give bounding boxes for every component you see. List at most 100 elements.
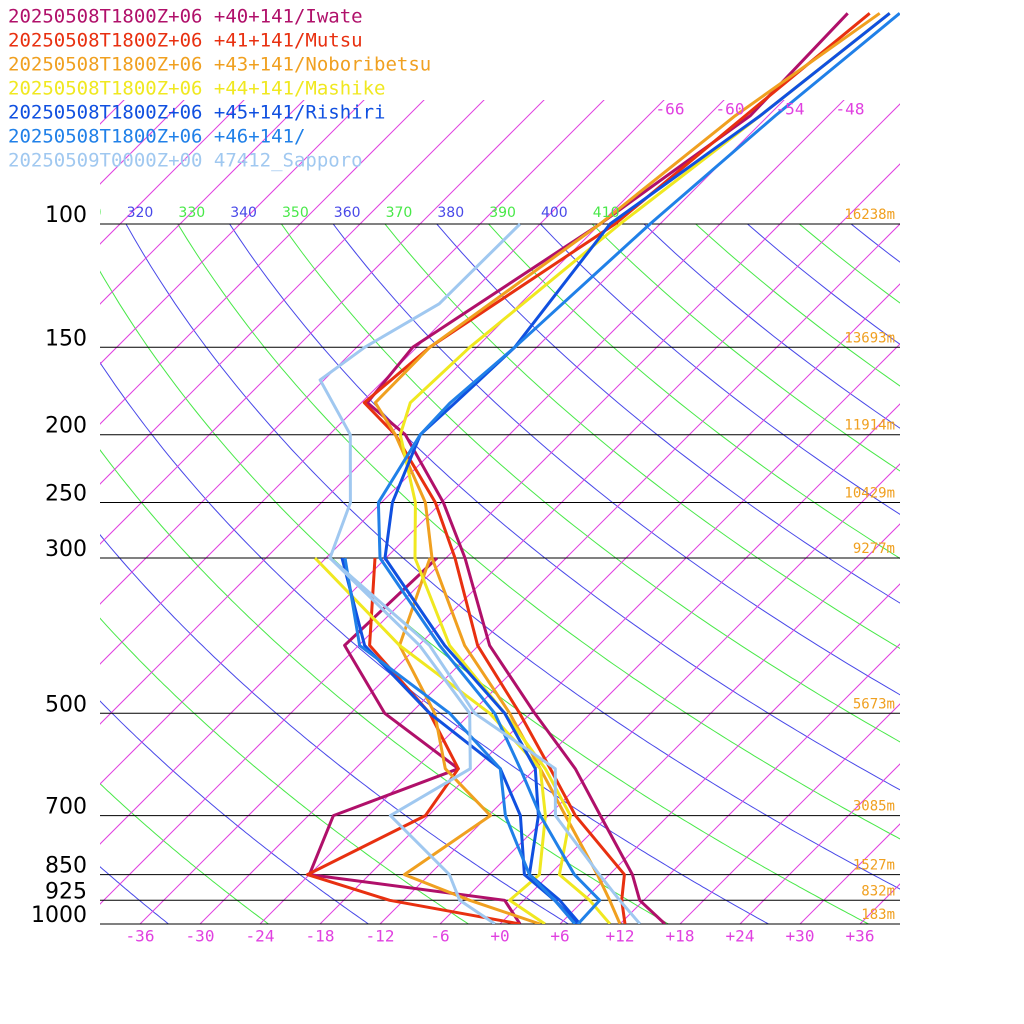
isotherm <box>379 403 900 924</box>
adiabat-label: 380 <box>437 205 464 221</box>
isotherm-label: -60 <box>716 100 745 119</box>
isotherm <box>619 643 900 924</box>
dry-adiabat <box>177 224 900 840</box>
isobar-label: 150 <box>45 326 87 351</box>
dry-adiabat <box>384 224 900 650</box>
x-tick-label: -12 <box>366 927 395 946</box>
temperature-line <box>362 12 871 924</box>
legend-entry: 20250509T0000Z+00 47412_Sapporo <box>8 150 363 172</box>
adiabat-label: 410 <box>593 205 620 221</box>
dry-adiabat <box>229 224 900 791</box>
dry-adiabat <box>850 224 900 263</box>
x-tick-label: -30 <box>186 927 215 946</box>
temperature-line <box>373 12 881 924</box>
x-tick-label: +24 <box>726 927 755 946</box>
x-tick-label: +30 <box>786 927 815 946</box>
isotherms <box>100 100 900 924</box>
height-label: 1527m <box>853 858 895 874</box>
height-label: 10429m <box>844 486 895 502</box>
dewpoint-line <box>328 556 496 924</box>
x-tick-label: -36 <box>126 927 155 946</box>
height-label: 183m <box>861 907 895 923</box>
temperature-line <box>383 12 891 924</box>
isotherm-label: -54 <box>776 100 805 119</box>
adiabat-label: 350 <box>282 205 309 221</box>
isotherm <box>100 100 605 605</box>
x-tick-label: -18 <box>306 927 335 946</box>
temperature-line <box>318 222 642 924</box>
dry-adiabats <box>100 208 1024 938</box>
height-label: 9277m <box>853 541 895 557</box>
isobar-label: 200 <box>45 414 87 439</box>
isobar-label: 925 <box>45 879 87 904</box>
dewpoint-line <box>313 556 547 924</box>
height-label: 13693m <box>844 330 895 346</box>
adiabat-label: 340 <box>230 205 257 221</box>
x-tick-label: +36 <box>846 927 875 946</box>
dry-adiabat <box>436 224 900 604</box>
dry-adiabat <box>280 224 900 743</box>
temperature-line <box>365 12 849 924</box>
isotherm-label: -48 <box>836 100 865 119</box>
labels: 310 320 330 340 350 360 370 380 390 400 410 -66 -60 -… <box>8 6 895 946</box>
height-label: 11914m <box>844 418 895 434</box>
isotherm <box>499 523 900 924</box>
isotherm <box>559 583 900 924</box>
x-tick-label: -24 <box>246 927 275 946</box>
height-label: 16238m <box>844 207 895 223</box>
dry-adiabat <box>100 866 170 924</box>
legend-entry: 20250508T1800Z+06 +46+141/ <box>8 126 305 148</box>
legend-entry: 20250508T1800Z+06 +41+141/Mutsu <box>8 30 363 52</box>
isobar-label: 250 <box>45 482 87 507</box>
adiabat-label: 360 <box>334 205 361 221</box>
x-tick-label: +18 <box>666 927 695 946</box>
x-tick-label: -6 <box>430 927 449 946</box>
isotherm <box>100 100 785 785</box>
isotherm <box>859 883 900 924</box>
isotherm <box>679 703 900 924</box>
legend-entry: 20250508T1800Z+06 +45+141/Rishiri <box>8 102 386 124</box>
isobars <box>100 223 900 925</box>
isobar-label: 500 <box>45 692 87 717</box>
x-tick-label: +12 <box>606 927 635 946</box>
dry-adiabat <box>539 224 900 515</box>
isotherm <box>439 463 900 924</box>
legend-entry: 20250508T1800Z+06 +44+141/Mashike <box>8 78 386 100</box>
isotherm <box>139 163 900 924</box>
adiabat-label: 330 <box>178 205 205 221</box>
x-tick-label: +6 <box>550 927 569 946</box>
dry-adiabat <box>100 270 870 924</box>
dry-adiabat <box>100 361 770 924</box>
isobar-label: 100 <box>45 203 87 228</box>
legend-entry: 20250508T1800Z+06 +40+141/Iwate <box>8 6 363 28</box>
isotherm <box>100 100 845 845</box>
dry-adiabat <box>100 700 370 924</box>
dry-adiabat <box>487 224 900 559</box>
dry-adiabat <box>332 224 900 696</box>
isobar-label: 850 <box>45 854 87 879</box>
adiabat-label: 310 <box>75 205 102 221</box>
isotherm <box>199 223 900 924</box>
adiabat-label: 320 <box>127 205 154 221</box>
isotherm <box>100 100 545 545</box>
height-label: 5673m <box>853 696 895 712</box>
dewpoint-line <box>307 556 522 924</box>
isotherm <box>259 283 900 924</box>
dry-adiabat <box>883 208 1024 938</box>
isobar-label: 1000 <box>31 903 87 928</box>
legend-entry: 20250508T1800Z+06 +43+141/Noboribetsu <box>8 54 431 76</box>
dry-adiabat <box>591 224 900 472</box>
isotherm <box>319 343 900 924</box>
dry-adiabat <box>643 224 900 429</box>
isotherm <box>100 100 725 725</box>
dewpoint-line <box>343 557 577 924</box>
temperature-line <box>376 12 900 924</box>
isotherm-label: -66 <box>656 100 685 119</box>
x-tick-label: +0 <box>490 927 509 946</box>
isotherm <box>100 100 485 485</box>
dewpoint-line <box>305 557 521 924</box>
height-label: 832m <box>861 883 895 899</box>
adiabat-label: 400 <box>541 205 568 221</box>
